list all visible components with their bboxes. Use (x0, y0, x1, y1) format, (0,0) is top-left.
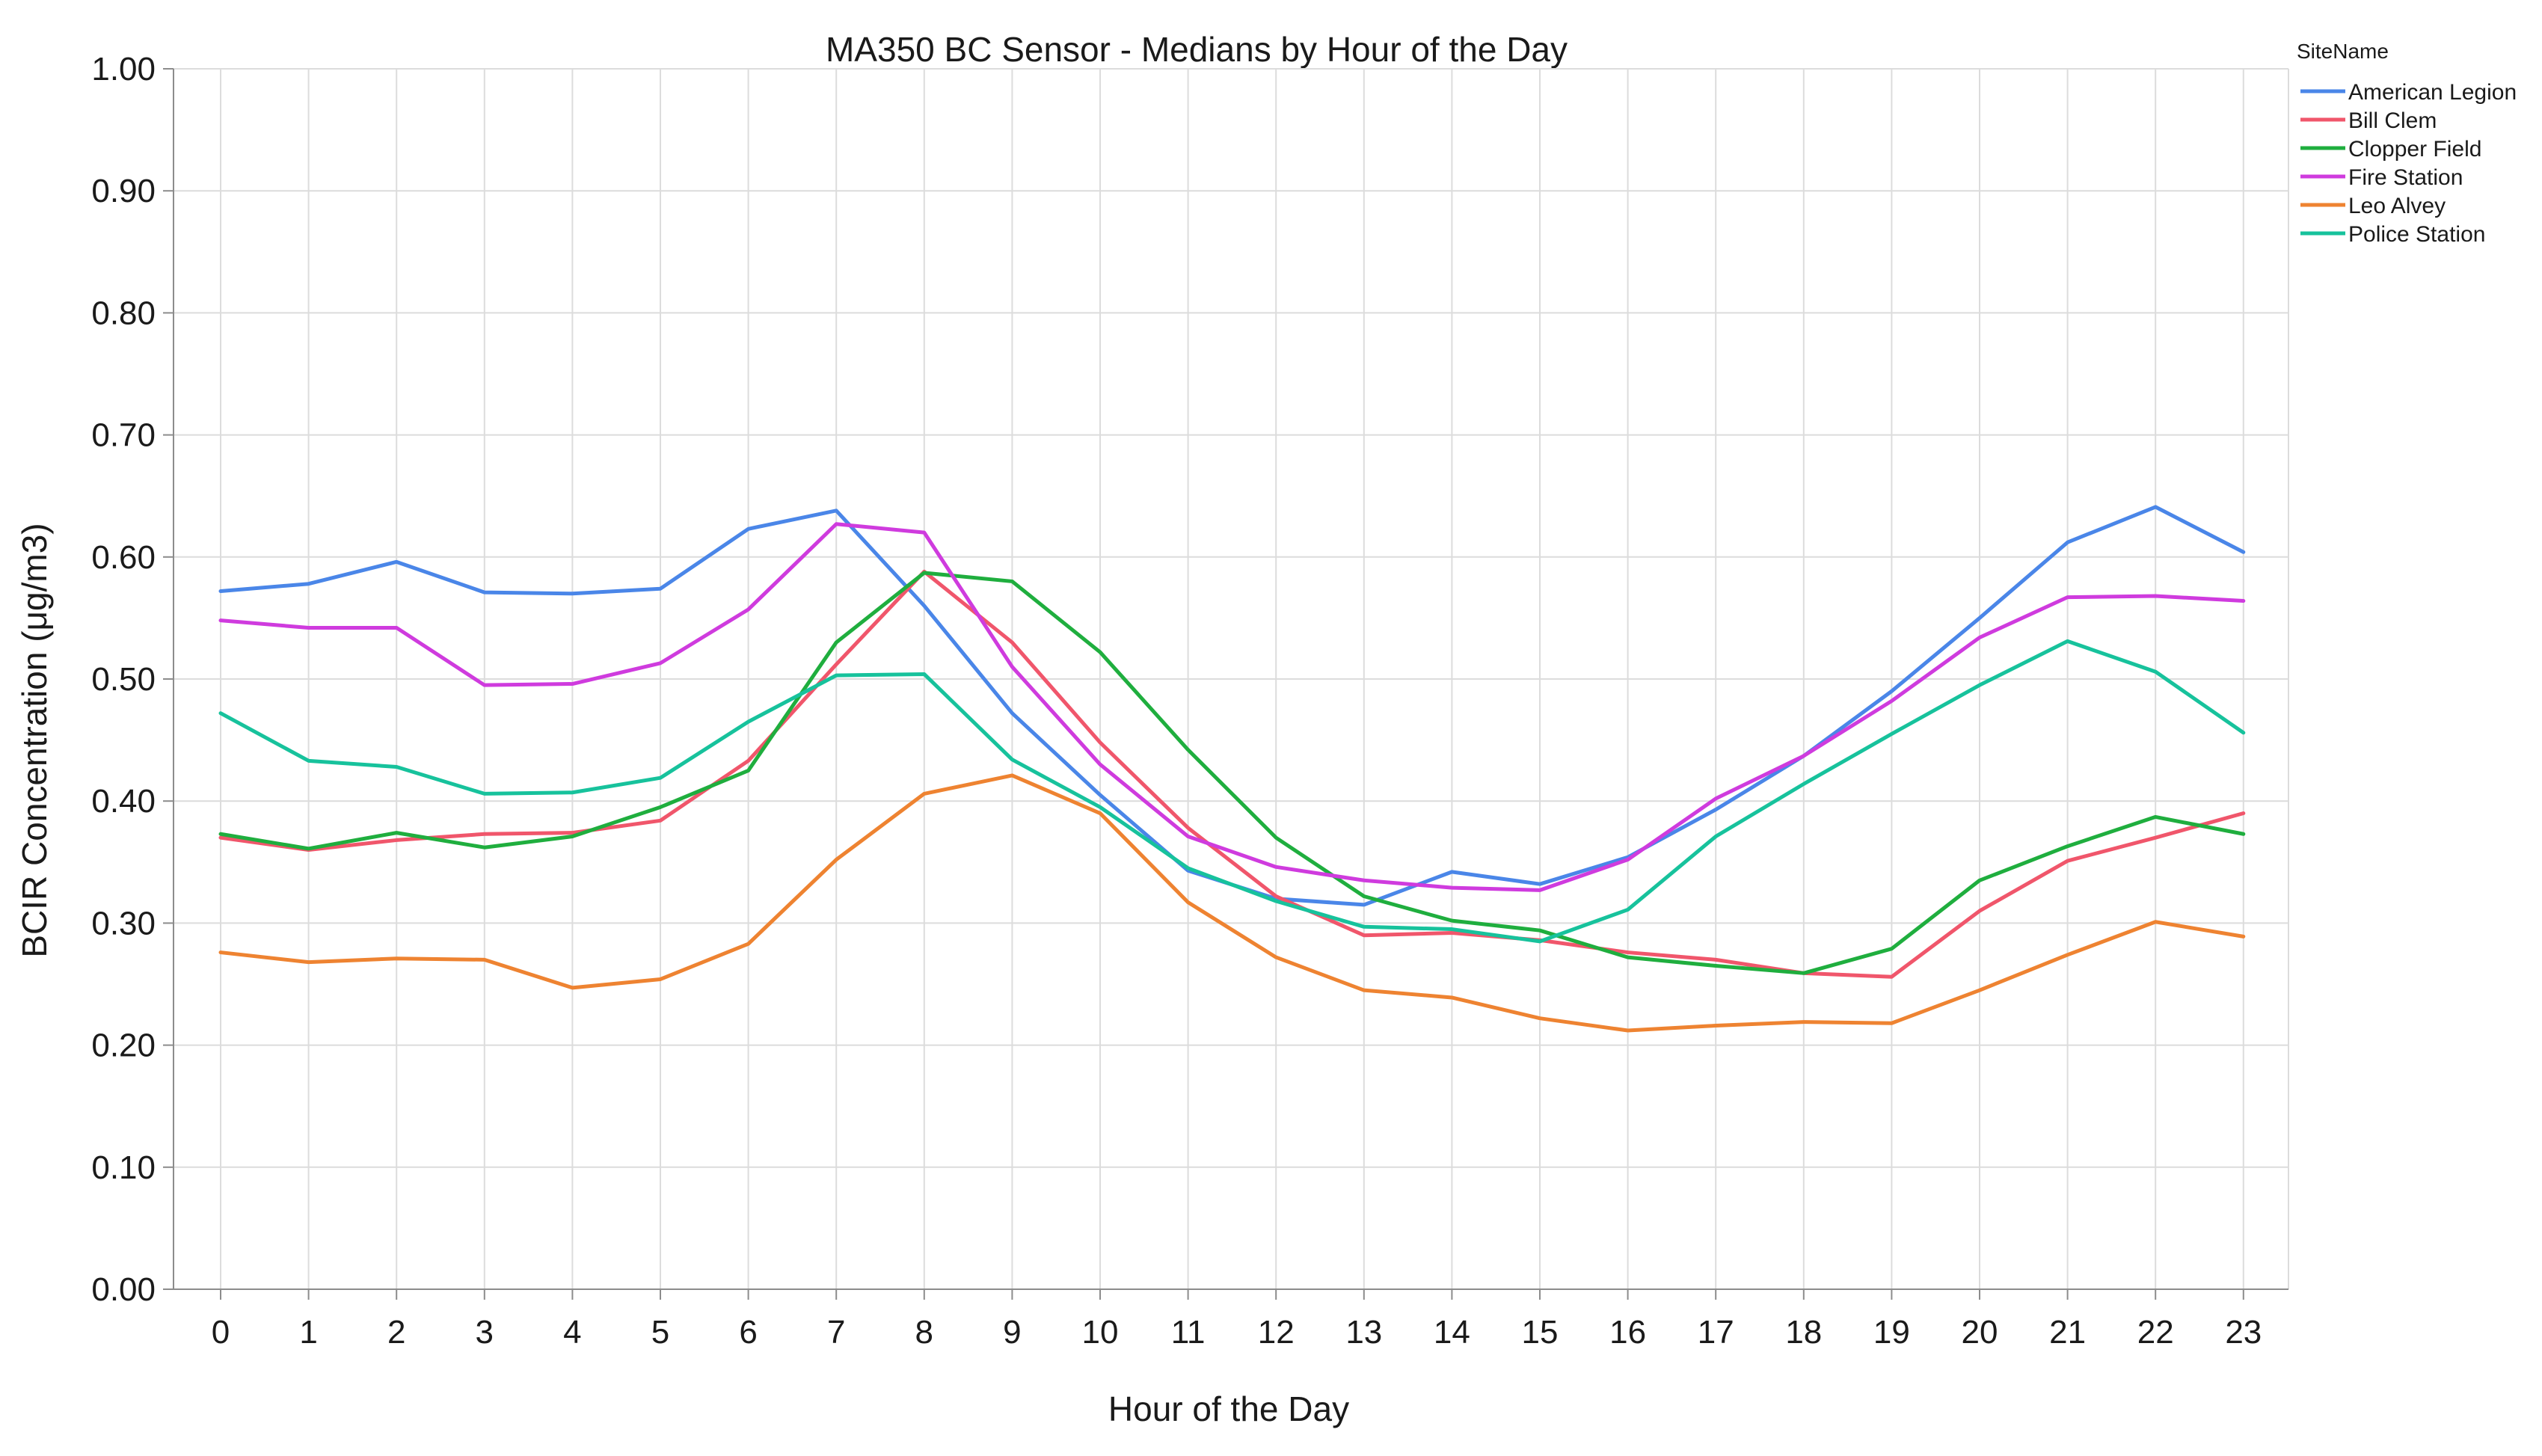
y-tick-label: 0.70 (91, 417, 156, 454)
x-tick-label: 17 (1698, 1314, 1734, 1351)
x-tick-label: 16 (1609, 1314, 1646, 1351)
x-tick-label: 8 (915, 1314, 933, 1351)
x-tick-label: 20 (1962, 1314, 1998, 1351)
x-tick-label: 4 (563, 1314, 581, 1351)
legend-label-leo-alvey: Leo Alvey (2348, 194, 2446, 218)
x-tick-label: 2 (387, 1314, 405, 1351)
x-tick-label: 3 (476, 1314, 494, 1351)
legend-label-fire-station: Fire Station (2348, 165, 2463, 190)
legend-label-bill-clem: Bill Clem (2348, 108, 2437, 133)
legend: SiteName American Legion Bill Clem Clopper… (2297, 40, 2517, 247)
x-tick-label: 14 (1434, 1314, 1470, 1351)
y-tick-label: 0.50 (91, 661, 156, 698)
x-axis-title: Hour of the Day (1108, 1389, 1349, 1428)
x-tick-label: 1 (299, 1314, 317, 1351)
x-tick-label: 9 (1003, 1314, 1021, 1351)
x-tick-label: 13 (1345, 1314, 1382, 1351)
x-tick-label: 0 (212, 1314, 230, 1351)
grid (174, 68, 2289, 1290)
y-tick-label: 0.00 (91, 1271, 156, 1308)
series-lines (218, 505, 2246, 1033)
y-tick-label: 0.20 (91, 1028, 156, 1064)
series-line-fire-station (218, 522, 2246, 892)
chart-title: MA350 BC Sensor - Medians by Hour of the… (826, 30, 1568, 69)
y-tick-label: 0.40 (91, 783, 156, 820)
y-tick-label: 0.90 (91, 173, 156, 209)
series-line-clopper-field (218, 571, 2246, 975)
legend-label-american-legion: American Legion (2348, 80, 2517, 105)
x-tick-label: 22 (2137, 1314, 2174, 1351)
x-tick-label: 18 (1785, 1314, 1822, 1351)
x-tick-label: 5 (651, 1314, 669, 1351)
series-line-bill-clem (218, 569, 2246, 979)
series-line-police-station (218, 639, 2246, 944)
y-tick-label: 0.60 (91, 539, 156, 576)
x-tick-label: 15 (1522, 1314, 1559, 1351)
y-tick-label: 0.30 (91, 905, 156, 942)
legend-label-police-station: Police Station (2348, 222, 2485, 247)
x-tick-label: 10 (1082, 1314, 1119, 1351)
y-tick-label: 1.00 (91, 51, 156, 87)
legend-title: SiteName (2297, 40, 2389, 63)
x-tick-label: 11 (1171, 1314, 1206, 1351)
y-axis-title: BCIR Concentration (μg/m3) (15, 523, 54, 957)
y-tick-label: 0.10 (91, 1149, 156, 1186)
x-tick-label: 23 (2225, 1314, 2262, 1351)
x-tick-label: 7 (827, 1314, 845, 1351)
y-tick-label: 0.80 (91, 295, 156, 331)
legend-label-clopper-field: Clopper Field (2348, 137, 2481, 162)
x-tick-label: 6 (739, 1314, 757, 1351)
axes: 0.00 0.10 0.20 0.30 0.40 0.50 0.60 0.70 0.80 0.90… (91, 51, 2288, 1351)
x-tick-label: 21 (2049, 1314, 2086, 1351)
series-line-leo-alvey (218, 773, 2246, 1033)
x-tick-label: 12 (1258, 1314, 1295, 1351)
x-tick-label: 19 (1873, 1314, 1910, 1351)
